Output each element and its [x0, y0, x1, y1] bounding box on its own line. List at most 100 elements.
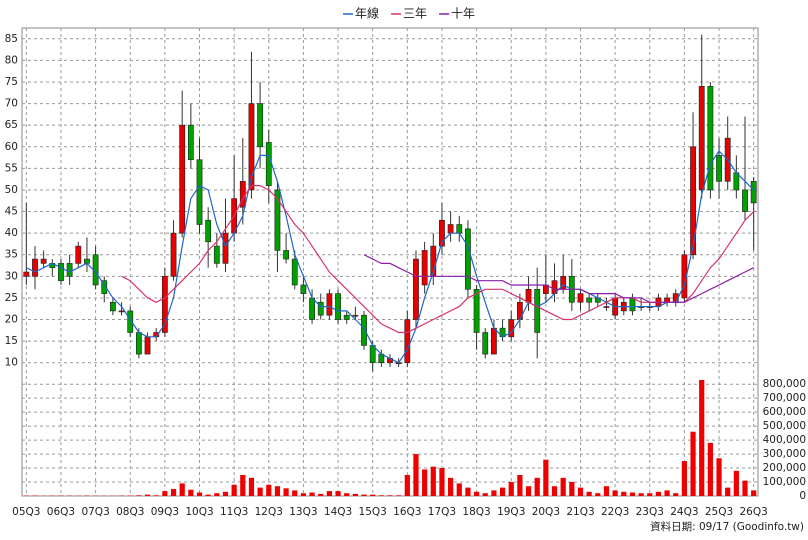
candle-body [681, 254, 688, 299]
volume-bar [465, 487, 471, 496]
y-tick-label: 15 [5, 335, 18, 347]
candle-body [309, 297, 315, 320]
volume-bar [655, 491, 662, 496]
candle-body [473, 289, 480, 333]
x-tick-label: 22Q3 [601, 506, 629, 518]
candle-body [716, 155, 722, 182]
x-tick-label: 19Q3 [497, 506, 525, 518]
volume-bar [179, 483, 185, 496]
candle-body [629, 297, 636, 312]
candle-body [265, 142, 272, 186]
candle-body [698, 86, 705, 191]
y2-tick-label: 300,000 [763, 448, 806, 460]
candle-body [534, 289, 541, 333]
volume-bar [266, 484, 272, 496]
candle-body [577, 293, 584, 303]
candle-body [23, 271, 30, 277]
volume-bar [699, 380, 705, 496]
candle-body [317, 301, 324, 316]
x-tick-label: 23Q3 [636, 506, 664, 518]
volume-bar [560, 477, 566, 496]
volume-bar [231, 484, 237, 496]
volume-bar [543, 459, 549, 496]
candle-body [404, 319, 411, 364]
x-tick-label: 05Q3 [12, 506, 40, 518]
legend-label: 年線 [355, 6, 379, 21]
volume-bar [283, 488, 289, 496]
volume-bar [430, 466, 436, 496]
volume-bar [725, 487, 731, 496]
candle-body [179, 124, 186, 234]
candle-body [161, 276, 168, 333]
legend-label: 三年 [403, 7, 427, 21]
x-tick-label: 17Q3 [428, 506, 456, 518]
volume-bar [196, 492, 203, 496]
volume-bar [673, 493, 679, 496]
y2-tick-label: 400,000 [763, 434, 806, 446]
volume-bar [707, 442, 713, 496]
volume-bar [413, 454, 419, 496]
candle-body [205, 219, 212, 243]
y-tick-label: 55 [5, 162, 18, 174]
ma-line [121, 185, 755, 334]
volume-bar [638, 493, 644, 496]
volume-bar [214, 493, 220, 496]
volume-bar [257, 487, 263, 496]
y2-tick-label: 800,000 [763, 378, 806, 390]
candle-body [750, 181, 757, 204]
volume-bar [742, 480, 748, 496]
candle-body [300, 284, 307, 294]
plot-frame [21, 27, 759, 497]
y2-tick-label: 700,000 [763, 392, 806, 404]
volume-bar [344, 493, 350, 496]
volume-bar [751, 490, 757, 496]
volume-bar [136, 495, 142, 496]
candle-body [222, 232, 229, 264]
candle-body [690, 146, 696, 256]
x-tick-label: 18Q3 [462, 506, 490, 518]
volume-bar [595, 493, 601, 496]
x-tick-label: 09Q3 [151, 506, 179, 518]
ma-line [26, 150, 755, 364]
volume-bar [439, 468, 445, 496]
candle-body [456, 224, 463, 234]
volume-bar [517, 475, 523, 496]
candle-body [326, 293, 333, 316]
candle-body [465, 228, 471, 290]
legend-label: 十年 [451, 7, 475, 21]
candle-body [58, 263, 64, 281]
volume-bar [681, 461, 687, 496]
candle-body [361, 314, 367, 346]
candle-body [283, 250, 289, 260]
candle-body [491, 327, 497, 355]
candle-body [274, 189, 281, 251]
volume-bar [318, 493, 324, 496]
candle-body [66, 263, 73, 277]
candle-body [144, 336, 151, 355]
y-tick-label: 30 [5, 270, 18, 282]
volume-bar [612, 490, 618, 496]
candle-body [508, 319, 515, 338]
y-tick-label: 50 [5, 184, 18, 196]
volume-bar [690, 431, 696, 496]
x-tick-label: 25Q3 [705, 506, 733, 518]
volume-bar [404, 475, 410, 496]
volume-bar [162, 491, 168, 496]
volume-bar [326, 491, 332, 496]
candle-body [707, 86, 714, 191]
y-tick-label: 75 [5, 76, 18, 88]
candle-body [439, 219, 445, 247]
volume-bar [629, 492, 636, 496]
volume-bar [491, 490, 497, 496]
volume-bar [188, 489, 194, 496]
candle-body [664, 297, 670, 303]
y-tick-label: 65 [5, 119, 18, 131]
volume-bar [525, 486, 532, 496]
volume-bar [300, 493, 307, 496]
volume-bar [551, 486, 558, 496]
x-tick-label: 12Q3 [255, 506, 283, 518]
volume-bar [508, 482, 514, 496]
candle-body [135, 332, 142, 355]
candle-body [335, 293, 341, 320]
x-tick-label: 24Q3 [670, 506, 698, 518]
